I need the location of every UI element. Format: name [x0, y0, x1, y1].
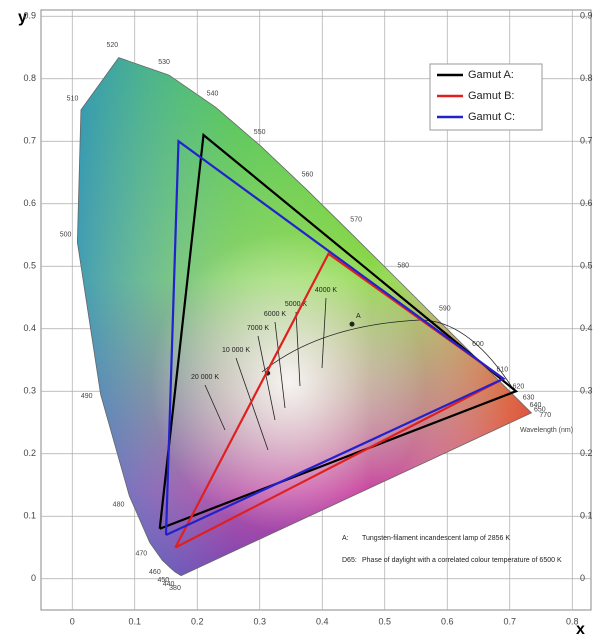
wavelength-label: 650 — [534, 406, 546, 413]
wavelength-label: 770 — [539, 412, 551, 419]
gamut-triangle — [164, 139, 506, 536]
wavelength-label: 560 — [302, 171, 314, 178]
wavelength-label: 470 — [136, 551, 148, 558]
x-tick-label: 0 — [70, 616, 75, 626]
y-tick-label-right: 0.5 — [580, 261, 593, 271]
isotemperature-line — [274, 321, 286, 409]
isotemperature-line — [235, 357, 269, 451]
isotemperature-line — [204, 384, 226, 431]
wavelength-label: 540 — [207, 91, 219, 98]
y-tick-label-right: 0.4 — [580, 323, 593, 333]
y-tick-label: 0.4 — [23, 323, 36, 333]
wavelength-label: 510 — [67, 96, 79, 103]
wavelength-label: 630 — [523, 394, 535, 401]
note-key: A: — [342, 535, 349, 542]
legend-label: Gamut B: — [468, 90, 514, 102]
wavelength-label: 500 — [60, 231, 72, 238]
wavelength-label: 550 — [254, 129, 266, 136]
y-tick-label: 0.5 — [23, 261, 36, 271]
temperature-label: 20 000 K — [191, 374, 219, 381]
wavelength-label: 610 — [497, 367, 509, 374]
y-tick-label: 0.8 — [23, 73, 36, 83]
x-tick-label: 0.4 — [316, 616, 329, 626]
y-tick-label: 0.9 — [23, 11, 36, 21]
wavelength-label: 380 — [169, 585, 181, 592]
temperature-label: 6000 K — [264, 311, 287, 318]
x-tick-label: 0.2 — [191, 616, 204, 626]
point-a-label: A — [356, 313, 361, 320]
note-text: Tungsten-filament incandescent lamp of 2… — [362, 535, 510, 542]
x-tick-label: 0.5 — [378, 616, 391, 626]
x-tick-label: 0.3 — [253, 616, 266, 626]
isotemperature-line — [321, 297, 327, 369]
wavelength-label: 640 — [530, 402, 542, 409]
y-tick-label-right: 0.1 — [580, 511, 593, 521]
wavelength-label: 520 — [107, 42, 119, 49]
gamut-triangle — [158, 132, 519, 530]
y-tick-label: 0.7 — [23, 136, 36, 146]
wavelength-label: 460 — [149, 569, 161, 576]
y-tick-label-right: 0.9 — [580, 11, 593, 21]
wavelength-label: 570 — [350, 216, 362, 223]
temperature-label: 7000 K — [247, 325, 270, 332]
y-tick-label: 0 — [31, 573, 36, 583]
point-a — [349, 321, 355, 327]
y-tick-label: 0.6 — [23, 198, 36, 208]
y-tick-label-right: 0 — [580, 573, 585, 583]
isotemperature-line — [257, 335, 276, 421]
note-key: D65: — [342, 557, 357, 564]
wavelength-label: 580 — [397, 262, 409, 269]
x-tick-label: 0.6 — [441, 616, 454, 626]
wavelength-label: 490 — [81, 393, 93, 400]
wavelength-label: 440 — [163, 581, 175, 588]
temperature-label: 5000 K — [285, 301, 308, 308]
y-tick-label-right: 0.3 — [580, 386, 593, 396]
gamut-triangle — [174, 252, 506, 549]
wavelength-label: 450 — [157, 577, 169, 584]
y-tick-label-right: 0.7 — [580, 136, 593, 146]
y-tick-label-right: 0.6 — [580, 198, 593, 208]
isotemperature-line — [295, 311, 301, 387]
x-tick-label: 0.8 — [566, 616, 579, 626]
x-tick-label: 0.7 — [503, 616, 516, 626]
spectral-locus — [76, 57, 533, 577]
temperature-label: 10 000 K — [222, 347, 250, 354]
note-text: Phase of daylight with a correlated colo… — [362, 557, 562, 564]
y-tick-label-right: 0.8 — [580, 73, 593, 83]
y-tick-label-right: 0.2 — [580, 448, 593, 458]
wavelength-label: 620 — [513, 384, 525, 391]
wavelength-label: 590 — [439, 305, 451, 312]
legend-label: Gamut C: — [468, 111, 515, 123]
x-tick-label: 0.1 — [128, 616, 141, 626]
wavelength-label: 600 — [472, 341, 484, 348]
y-axis-label: y — [18, 9, 27, 26]
wavelength-label: 480 — [113, 502, 125, 509]
wavelength-label: 530 — [158, 59, 170, 66]
y-tick-label: 0.2 — [23, 448, 36, 458]
legend-label: Gamut A: — [468, 69, 514, 81]
x-axis-label: x — [576, 621, 585, 638]
wavelength-axis-label: Wavelength (nm) — [520, 427, 573, 434]
y-tick-label: 0.3 — [23, 386, 36, 396]
plot-frame — [40, 9, 592, 611]
y-tick-label: 0.1 — [23, 511, 36, 521]
temperature-label: 4000 K — [315, 287, 338, 294]
